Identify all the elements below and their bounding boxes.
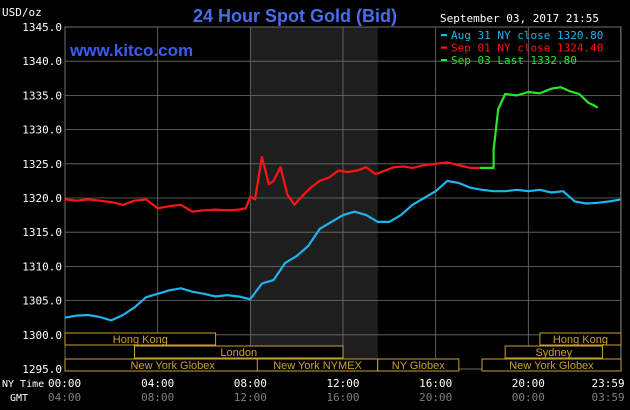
session-label: NY Globex — [392, 360, 445, 372]
price-series — [64, 86, 621, 322]
session-box — [377, 358, 460, 372]
x-tick-label-gmt: 20:00 — [419, 391, 452, 404]
x-tick-label-gmt: 12:00 — [234, 391, 267, 404]
x-tick-label-ny: 08:00 — [234, 377, 267, 390]
session-label: Hong Kong — [553, 334, 608, 346]
x-tick-label-ny: 20:00 — [512, 377, 545, 390]
chart-timestamp: September 03, 2017 21:55 — [440, 12, 599, 25]
session-label: New York NYMEX — [273, 360, 362, 372]
y-tick-label: 1325.0 — [22, 158, 62, 171]
y-tick-label: 1315.0 — [22, 226, 62, 239]
y-tick-label: 1295.0 — [22, 363, 62, 376]
series-line-2 — [64, 155, 480, 213]
y-axis-label: USD/oz — [2, 6, 42, 19]
trading-sessions: Hong Kong London New York Globex New York N… — [64, 332, 622, 372]
session-label: Hong Kong — [113, 334, 168, 346]
legend-swatch — [441, 34, 447, 37]
session-box — [134, 345, 344, 359]
x-axis: 00:0004:0004:0008:0008:0012:0012:0016:00… — [48, 377, 625, 404]
legend-entry: Sep 03 Last 1332.80 — [451, 54, 577, 67]
legend-entry: Aug 31 NY close 1320.80 — [451, 29, 603, 42]
grid-lines — [64, 26, 622, 370]
ny-time-label: NY Time — [2, 379, 44, 390]
session-label: New York Globex — [131, 360, 216, 372]
y-tick-label: 1300.0 — [22, 329, 62, 342]
y-tick-label: 1345.0 — [22, 21, 62, 34]
x-tick-label-ny: 12:00 — [326, 377, 359, 390]
y-tick-label: 1335.0 — [22, 89, 62, 102]
series-line-3 — [479, 86, 599, 169]
x-tick-label-ny: 04:00 — [141, 377, 174, 390]
y-tick-label: 1340.0 — [22, 55, 62, 68]
x-tick-label-gmt: 00:00 — [512, 391, 545, 404]
x-tick-label-gmt: 08:00 — [141, 391, 174, 404]
session-box — [481, 358, 622, 372]
x-tick-label-gmt: 03:59 — [591, 391, 624, 404]
legend-swatch — [441, 59, 447, 62]
y-tick-label: 1305.0 — [22, 295, 62, 308]
x-tick-label-ny: 23:59 — [591, 377, 624, 390]
legend-swatch — [441, 46, 447, 49]
session-box — [64, 332, 217, 346]
legend-entry: Sep 01 NY close 1324.40 — [451, 42, 603, 55]
session-box — [539, 332, 622, 346]
series-line-1 — [64, 179, 621, 322]
y-tick-label: 1320.0 — [22, 192, 62, 205]
kitco-watermark: www.kitco.com — [69, 41, 193, 60]
session-label: New York Globex — [509, 360, 594, 372]
y-axis: 1345.0 1340.0 1335.0 1330.0 1325.0 1320.0 1315… — [22, 21, 62, 376]
chart-title: 24 Hour Spot Gold (Bid) — [193, 6, 397, 26]
session-label: London — [220, 347, 257, 359]
session-label: Sydney — [535, 347, 572, 359]
y-tick-label: 1330.0 — [22, 124, 62, 137]
y-tick-label: 1310.0 — [22, 260, 62, 273]
session-box — [504, 345, 603, 359]
x-tick-label-ny: 16:00 — [419, 377, 452, 390]
x-tick-label-gmt: 16:00 — [326, 391, 359, 404]
gmt-label: GMT — [10, 393, 28, 404]
x-tick-label-ny: 00:00 — [48, 377, 81, 390]
x-tick-label-gmt: 04:00 — [48, 391, 81, 404]
